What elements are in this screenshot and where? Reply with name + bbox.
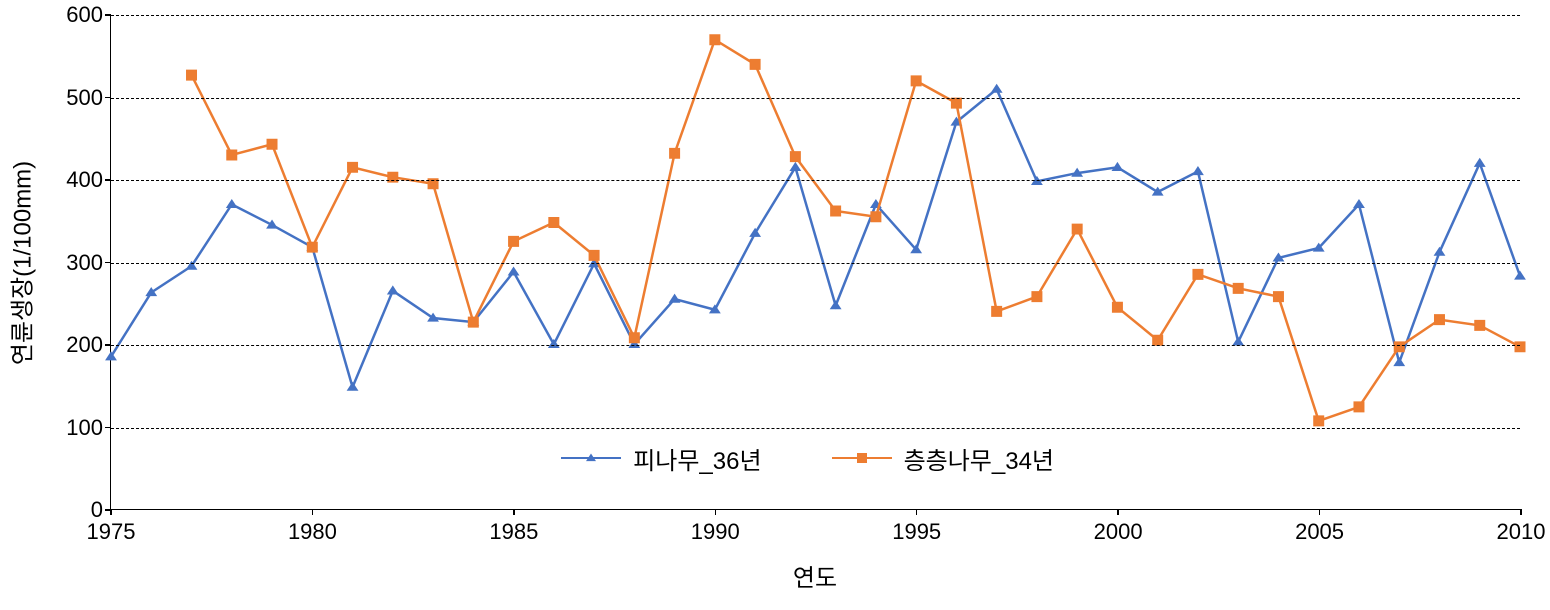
series-marker-1 <box>1394 342 1404 352</box>
legend: 피나무_36년 층층나무_34년 <box>561 441 1054 476</box>
series-marker-1 <box>468 317 478 327</box>
legend-line <box>561 457 621 460</box>
series-marker-1 <box>1354 402 1364 412</box>
legend-item: 층층나무_34년 <box>832 441 1054 476</box>
series-marker-1 <box>267 139 277 149</box>
series-marker-0 <box>992 85 1002 93</box>
y-tick-label: 400 <box>66 167 111 193</box>
series-marker-1 <box>750 59 760 69</box>
series-marker-0 <box>1475 159 1485 167</box>
grid-line <box>111 98 1520 99</box>
series-line-0 <box>111 89 1520 387</box>
chart-container: 0100200300400500600197519801985199019952… <box>0 0 1550 610</box>
x-tick-label: 2010 <box>1497 509 1546 545</box>
series-marker-1 <box>1515 342 1525 352</box>
series-marker-1 <box>307 242 317 252</box>
y-axis-title: 연륜생장(1/100mm) <box>3 160 38 364</box>
grid-line <box>111 428 1520 429</box>
x-tick-label: 1995 <box>892 509 941 545</box>
series-marker-0 <box>227 200 237 208</box>
series-marker-1 <box>951 98 961 108</box>
legend-label: 층층나무_34년 <box>904 441 1054 476</box>
series-marker-0 <box>1233 337 1243 345</box>
series-marker-1 <box>1475 320 1485 330</box>
x-tick-label: 2005 <box>1295 509 1344 545</box>
grid-line <box>111 15 1520 16</box>
series-marker-1 <box>911 76 921 86</box>
grid-line <box>111 345 1520 346</box>
series-marker-0 <box>509 267 519 275</box>
series-marker-0 <box>1193 167 1203 175</box>
series-marker-1 <box>1193 269 1203 279</box>
series-marker-1 <box>790 152 800 162</box>
legend-marker-triangle-icon <box>586 454 596 462</box>
series-marker-1 <box>1112 302 1122 312</box>
series-marker-1 <box>670 148 680 158</box>
x-tick-label: 1980 <box>288 509 337 545</box>
series-marker-1 <box>1314 416 1324 426</box>
y-tick-label: 100 <box>66 415 111 441</box>
series-marker-1 <box>1153 335 1163 345</box>
series-marker-0 <box>388 286 398 294</box>
series-marker-1 <box>589 250 599 260</box>
series-marker-1 <box>1072 224 1082 234</box>
series-marker-1 <box>629 333 639 343</box>
grid-line <box>111 180 1520 181</box>
series-marker-1 <box>1032 292 1042 302</box>
series-marker-1 <box>187 70 197 80</box>
legend-item: 피나무_36년 <box>561 441 761 476</box>
y-tick-label: 300 <box>66 250 111 276</box>
x-tick-label: 1985 <box>489 509 538 545</box>
series-marker-0 <box>831 301 841 309</box>
legend-line <box>832 457 892 460</box>
grid-line <box>111 263 1520 264</box>
series-marker-1 <box>227 150 237 160</box>
series-marker-1 <box>1434 315 1444 325</box>
x-tick-label: 1975 <box>87 509 136 545</box>
series-marker-1 <box>710 35 720 45</box>
series-marker-0 <box>790 163 800 171</box>
series-marker-0 <box>1354 200 1364 208</box>
series-marker-1 <box>1273 292 1283 302</box>
series-marker-1 <box>871 212 881 222</box>
y-tick-label: 500 <box>66 85 111 111</box>
x-axis-title: 연도 <box>793 558 837 593</box>
series-marker-0 <box>549 340 559 348</box>
series-marker-1 <box>1233 283 1243 293</box>
series-marker-0 <box>1515 272 1525 280</box>
series-marker-1 <box>831 206 841 216</box>
legend-marker-square-icon <box>857 453 867 463</box>
series-marker-1 <box>549 217 559 227</box>
x-tick-label: 2000 <box>1094 509 1143 545</box>
series-marker-0 <box>348 383 358 391</box>
plot-area: 0100200300400500600197519801985199019952… <box>110 15 1520 510</box>
series-marker-0 <box>1434 248 1444 256</box>
series-marker-1 <box>509 236 519 246</box>
series-marker-1 <box>348 162 358 172</box>
series-marker-0 <box>1394 358 1404 366</box>
x-tick-label: 1990 <box>691 509 740 545</box>
y-tick-label: 200 <box>66 332 111 358</box>
y-tick-label: 600 <box>66 2 111 28</box>
legend-label: 피나무_36년 <box>633 441 761 476</box>
series-marker-1 <box>992 306 1002 316</box>
series-marker-0 <box>670 295 680 303</box>
